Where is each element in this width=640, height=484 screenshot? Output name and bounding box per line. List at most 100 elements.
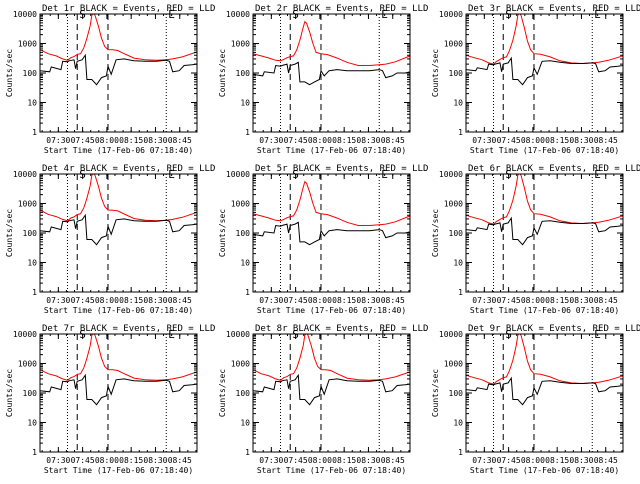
y-tick-label: 1000 [231, 200, 250, 209]
y-axis-label: Counts/sec [218, 369, 227, 417]
x-tick-label: 07:45 [71, 296, 95, 305]
y-tick-label: 1000 [18, 40, 37, 49]
y-tick-label: 1 [458, 128, 463, 137]
series-line-events [466, 56, 623, 86]
y-tick-label: 1000 [231, 40, 250, 49]
x-tick-label: 08:15 [119, 296, 143, 305]
x-axis-label: Start Time (17-Feb-06 07:18:40) [470, 466, 619, 475]
x-tick-label: 08:45 [168, 136, 192, 145]
x-tick-label: 07:30 [472, 136, 496, 145]
x-tick-label: 07:45 [497, 456, 521, 465]
y-tick-label: 1000 [18, 200, 37, 209]
series-line-lld [40, 174, 197, 222]
x-tick-label: 07:30 [259, 296, 283, 305]
x-tick-label: 08:30 [143, 456, 167, 465]
y-tick-label: 100 [449, 229, 464, 238]
panel-title: Det 3r BLACK = Events, RED = LLD [468, 4, 640, 14]
y-axis-label: Counts/sec [218, 49, 227, 97]
x-tick-label: 08:15 [332, 136, 356, 145]
detector-panel: SE11010010001000007:3007:4508:0008:1508:… [431, 324, 640, 475]
y-tick-label: 100 [236, 229, 251, 238]
panel-title: Det 5r BLACK = Events, RED = LLD [255, 164, 428, 174]
detector-panel: SE11010010001000007:3007:4508:0008:1508:… [5, 324, 215, 475]
x-tick-label: 08:00 [308, 456, 332, 465]
x-tick-label: 07:45 [284, 136, 308, 145]
x-tick-label: 08:00 [521, 296, 545, 305]
x-tick-label: 08:45 [594, 136, 618, 145]
y-tick-label: 10 [240, 99, 250, 108]
detector-panel: SE11010010001000007:3007:4508:0008:1508:… [218, 164, 428, 315]
series-line-events [40, 213, 197, 246]
series-line-lld [40, 334, 197, 381]
series-line-events [253, 373, 410, 406]
plot-frame [465, 13, 624, 133]
y-tick-label: 10000 [13, 170, 37, 179]
x-tick-label: 07:30 [259, 456, 283, 465]
x-tick-label: 08:15 [545, 456, 569, 465]
x-tick-label: 08:15 [332, 296, 356, 305]
x-tick-label: 08:30 [569, 456, 593, 465]
series-line-events [40, 53, 197, 86]
y-tick-label: 1 [245, 448, 250, 457]
x-tick-label: 08:30 [356, 136, 380, 145]
y-axis-label: Counts/sec [5, 209, 14, 257]
detector-panel: SE11010010001000007:3007:4508:0008:1508:… [431, 4, 640, 155]
y-tick-label: 1000 [231, 360, 250, 369]
y-tick-label: 10000 [13, 330, 37, 339]
y-tick-label: 1000 [444, 40, 463, 49]
x-tick-label: 07:45 [497, 136, 521, 145]
y-tick-label: 1000 [18, 360, 37, 369]
x-tick-label: 07:45 [284, 296, 308, 305]
plot-frame [39, 173, 198, 293]
x-axis-label: Start Time (17-Feb-06 07:18:40) [44, 146, 193, 155]
y-tick-label: 10 [453, 99, 463, 108]
x-tick-label: 07:30 [46, 456, 70, 465]
y-tick-label: 100 [23, 69, 38, 78]
y-tick-label: 1 [32, 448, 37, 457]
x-tick-label: 08:15 [119, 456, 143, 465]
x-tick-label: 08:15 [119, 136, 143, 145]
y-tick-label: 1000 [444, 360, 463, 369]
x-axis-label: Start Time (17-Feb-06 07:18:40) [44, 306, 193, 315]
y-tick-label: 10000 [226, 10, 250, 19]
x-tick-label: 07:30 [472, 296, 496, 305]
x-tick-label: 07:30 [259, 136, 283, 145]
plot-frame [252, 13, 411, 133]
x-tick-label: 07:45 [497, 296, 521, 305]
x-tick-label: 08:45 [168, 456, 192, 465]
y-tick-label: 1 [32, 288, 37, 297]
detector-panel: SE11010010001000007:3007:4508:0008:1508:… [431, 164, 640, 315]
x-tick-label: 08:15 [332, 456, 356, 465]
x-tick-label: 08:00 [521, 456, 545, 465]
y-axis-label: Counts/sec [431, 209, 440, 257]
series-line-events [253, 61, 410, 86]
panel-title: Det 9r BLACK = Events, RED = LLD [468, 324, 640, 334]
x-tick-label: 07:45 [71, 456, 95, 465]
series-line-events [253, 221, 410, 246]
panel-title: Det 8r BLACK = Events, RED = LLD [255, 324, 428, 334]
y-axis-label: Counts/sec [431, 49, 440, 97]
x-tick-label: 08:30 [143, 296, 167, 305]
y-tick-label: 10 [27, 99, 37, 108]
x-tick-label: 08:00 [308, 296, 332, 305]
y-tick-label: 10 [453, 419, 463, 428]
plot-frame [465, 333, 624, 453]
x-tick-label: 08:45 [594, 456, 618, 465]
x-axis-label: Start Time (17-Feb-06 07:18:40) [257, 306, 406, 315]
series-line-events [466, 376, 623, 406]
x-tick-label: 08:30 [143, 136, 167, 145]
detector-panel: SE11010010001000007:3007:4508:0008:1508:… [218, 4, 428, 155]
panel-title: Det 2r BLACK = Events, RED = LLD [255, 4, 428, 14]
y-tick-label: 10000 [439, 10, 463, 19]
x-tick-label: 07:45 [284, 456, 308, 465]
y-tick-label: 100 [449, 69, 464, 78]
x-tick-label: 08:45 [168, 296, 192, 305]
y-tick-label: 10000 [439, 330, 463, 339]
plot-frame [39, 333, 198, 453]
y-tick-label: 10000 [13, 10, 37, 19]
panel-title: Det 4r BLACK = Events, RED = LLD [42, 164, 215, 174]
x-tick-label: 08:00 [308, 136, 332, 145]
y-axis-label: Counts/sec [431, 369, 440, 417]
x-axis-label: Start Time (17-Feb-06 07:18:40) [470, 306, 619, 315]
